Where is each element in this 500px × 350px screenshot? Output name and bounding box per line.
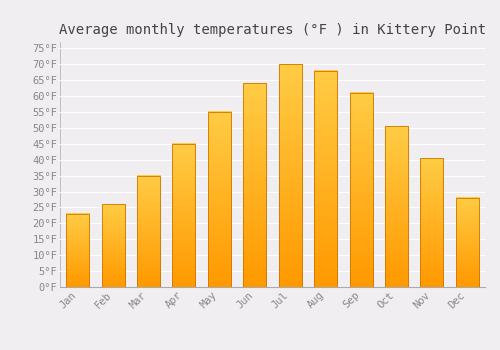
Bar: [66, 214, 89, 287]
Bar: [314, 71, 337, 287]
Bar: [208, 112, 231, 287]
Bar: [350, 93, 372, 287]
Bar: [172, 144, 196, 287]
Bar: [244, 83, 266, 287]
Title: Average monthly temperatures (°F ) in Kittery Point: Average monthly temperatures (°F ) in Ki…: [59, 23, 486, 37]
Bar: [385, 126, 408, 287]
Bar: [420, 158, 444, 287]
Bar: [278, 64, 301, 287]
Bar: [102, 204, 124, 287]
Bar: [456, 198, 479, 287]
Bar: [137, 176, 160, 287]
